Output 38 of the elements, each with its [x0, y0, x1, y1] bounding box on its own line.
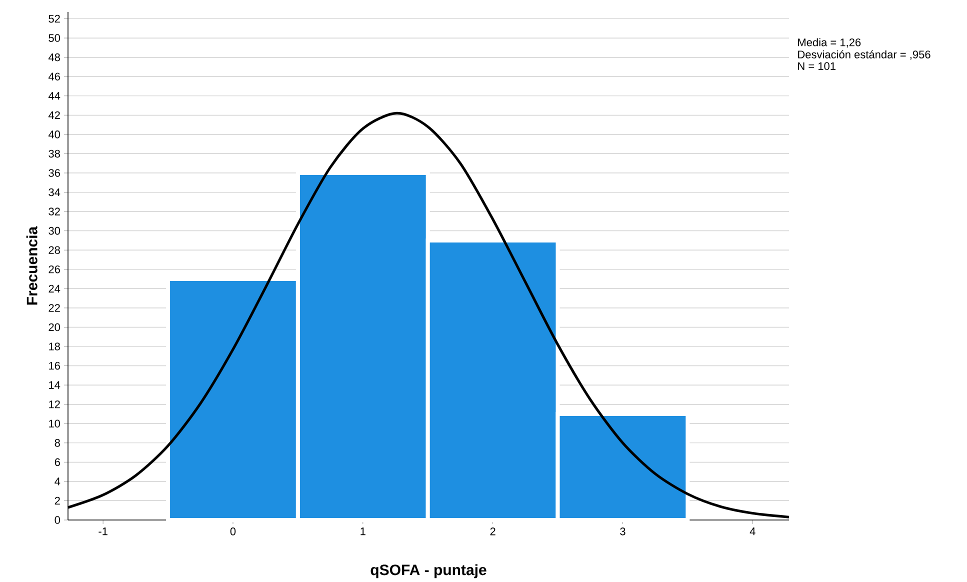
x-tick-label: 0 — [230, 528, 236, 536]
y-tick-label: 46 — [48, 72, 60, 80]
y-tick-label: 10 — [49, 420, 60, 428]
text: Media = 1,26 — [798, 38, 861, 48]
y-tick-label: 36 — [48, 169, 60, 177]
y-axis-title: Frecuencia — [26, 226, 38, 305]
y-tick-label: 20 — [48, 323, 60, 332]
y-tick-label: 50 — [48, 34, 60, 42]
x-axis-title: qSOFA - puntaje — [370, 564, 486, 578]
x-tick-label: -1 — [98, 528, 108, 536]
y-tick-label: 12 — [49, 400, 60, 408]
y-tick-label: 30 — [48, 226, 60, 235]
x-tick-label: 1 — [360, 528, 366, 536]
y-tick-label: 2 — [54, 496, 60, 505]
y-tick-label: 6 — [54, 458, 60, 466]
y-tick-label: 48 — [48, 53, 60, 62]
y-tick-label: 8 — [54, 439, 60, 447]
y-tick-label: 0 — [54, 516, 60, 524]
y-tick-label: 26 — [48, 265, 60, 274]
y-tick-label: 44 — [48, 92, 60, 100]
y-tick-label: 4 — [54, 478, 60, 486]
y-tick-label: 34 — [48, 188, 60, 196]
y-tick-label: 14 — [49, 381, 60, 389]
x-tick-label: 2 — [490, 528, 496, 536]
y-tick-label: 22 — [48, 304, 60, 312]
y-tick-label: 18 — [49, 342, 60, 350]
y-tick-label: 32 — [48, 208, 60, 216]
text: N = 101 — [798, 62, 836, 70]
y-tick-label: 28 — [48, 246, 60, 254]
text: Desviación estándar = ,956 — [798, 50, 930, 60]
y-tick-label: 40 — [48, 130, 60, 138]
x-tick-label: 3 — [620, 528, 626, 536]
y-tick-label: 24 — [48, 284, 60, 292]
y-tick-label: 38 — [48, 150, 60, 158]
y-tick-label: 52 — [48, 14, 60, 23]
y-tick-label: 42 — [48, 111, 60, 119]
x-tick-label: 4 — [750, 528, 756, 536]
y-tick-label: 16 — [49, 362, 60, 370]
